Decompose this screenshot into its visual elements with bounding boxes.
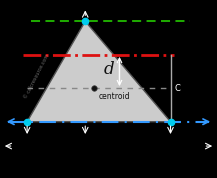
Polygon shape [27,21,171,122]
Text: d: d [104,61,114,78]
Text: © calcresource.com: © calcresource.com [23,53,50,99]
Text: C: C [174,84,180,93]
Text: centroid: centroid [98,92,130,101]
